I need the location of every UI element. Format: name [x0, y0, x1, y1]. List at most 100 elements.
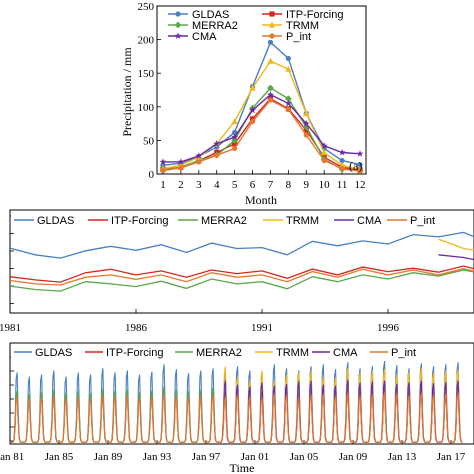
panel-a-point-cma — [177, 158, 185, 165]
panel-a-legend-label: P_int — [286, 31, 311, 43]
panel-a-x-tick-label: 4 — [214, 179, 220, 191]
panel-b-ticks: 1981198619911996200120062011 — [0, 215, 400, 334]
panel-a-point-trmm — [338, 161, 346, 168]
panel-a-x-tick-label: 11 — [337, 179, 348, 191]
panel-a-point-cma — [231, 133, 239, 140]
panel-a-point-p-int — [214, 152, 220, 158]
panel-a-y-tick-label: 200 — [138, 35, 155, 47]
panel-a-line-gldas — [162, 41, 361, 166]
panel-a-y-tick-label: 100 — [138, 102, 155, 114]
panel-a-legend-marker — [268, 21, 276, 28]
panel-a-point-gldas — [357, 161, 363, 168]
panel-a-point-p-int — [303, 132, 309, 138]
panel-c-x-tick-label: Jan 13 — [388, 451, 417, 463]
panel-a-point-gldas — [232, 129, 238, 135]
panel-a-point-p-int — [267, 97, 274, 103]
panel-a-x-tick-label: 6 — [250, 179, 256, 191]
panel-a-point-cma — [249, 106, 256, 114]
panel-c-legend-label: P_int — [391, 347, 416, 359]
panel-a-x-tick-label: 10 — [319, 179, 331, 191]
panel-a-legend-label: ITP-Forcing — [286, 9, 343, 21]
panel-a-point-cma — [284, 99, 292, 107]
panel-a-point-p-int — [285, 106, 291, 113]
panel-c-x-tick-label: Jan 01 — [241, 451, 269, 463]
panel-a-point-trmm — [231, 118, 238, 125]
panel-c-legend-label: MERRA2 — [196, 347, 242, 359]
panel-b-line-merra2 — [9, 269, 474, 292]
panel-a-x-tick-label: 1 — [160, 179, 166, 191]
panel-c-x-axis-label: Time — [230, 461, 255, 474]
panel-b-annual-chart: 1981198619911996200120062011 GLDASITP-Fo… — [0, 209, 474, 334]
panel-c-line-trmm — [218, 366, 463, 443]
panel-c-legend: GLDAS ITP-Forcing MERRA2 TRMM CMA P_int — [11, 344, 473, 361]
panel-a-point-trmm — [267, 57, 274, 64]
panel-a-point-cma — [302, 120, 310, 127]
panel-a-point-gldas — [339, 157, 345, 164]
panel-a-point-cma — [338, 148, 346, 156]
panel-b-legend-background — [11, 211, 473, 229]
panel-a-legend-label: MERRA2 — [192, 20, 238, 32]
panel-b-line-itp-forcing — [9, 265, 474, 283]
panel-a-point-p-int — [178, 165, 184, 171]
panel-a-y-tick-label: 250 — [138, 1, 155, 13]
panel-a-point-p-int — [196, 159, 202, 165]
panel-a-point-p-int — [249, 118, 256, 125]
panel-a-x-axis-label: Month — [245, 193, 277, 207]
panel-a-point-itp-forcing — [249, 116, 256, 122]
panel-b-x-tick-label: 1986 — [125, 322, 148, 334]
panel-a-point-cma — [356, 150, 364, 157]
panel-a-legend-marker — [269, 33, 275, 39]
panel-a-point-trmm — [249, 84, 256, 91]
panel-a-x-tick-label: 7 — [268, 179, 274, 191]
panel-c-x-tick-label: Jan 05 — [290, 451, 319, 463]
panel-a-legend-label: TRMM — [286, 20, 319, 32]
panel-a-legend-marker — [269, 11, 275, 17]
panel-a-legend-label: GLDAS — [192, 9, 229, 21]
panel-a-y-tick-label: 0 — [149, 169, 155, 181]
panel-a-y-tick-label: 150 — [138, 68, 155, 80]
panel-a-line-merra2 — [162, 87, 361, 172]
panel-b-legend-label: ITP-Forcing — [111, 215, 168, 227]
panel-b-x-tick-label: 1981 — [0, 322, 21, 334]
panel-b-x-tick-label: 1996 — [377, 322, 400, 334]
panel-b-legend-label: P_int — [410, 215, 435, 227]
panel-c-x-tick-label: Jan 85 — [45, 451, 74, 463]
panel-c-legend-background — [11, 344, 473, 361]
panel-a-legend: GLDAS ITP-Forcing MERRA2 TRMM CMA P_int — [168, 9, 343, 43]
panel-a-legend-label: CMA — [192, 31, 217, 43]
panel-a-plot-area — [156, 5, 367, 175]
panel-c-series — [10, 360, 463, 443]
panel-a-point-p-int — [357, 168, 363, 174]
panel-a-y-axis-label: Precipitation / mm — [120, 47, 134, 137]
panel-a-point-cma — [195, 152, 203, 159]
panel-c-monthly-timeseries: Jan 81 Jan 85 Jan 89 Jan 93 Jan 97 Jan 01 Jan … — [0, 342, 474, 474]
panel-c-x-tick-label: Jan 93 — [143, 451, 172, 463]
panel-a-line-p-int — [162, 99, 361, 172]
panel-c-line-p-int — [10, 391, 463, 443]
panel-a-point-p-int — [321, 157, 327, 164]
panel-a-x-tick-label: 9 — [304, 179, 310, 191]
panel-b-legend-label: TRMM — [286, 215, 319, 227]
panel-c-x-tick-label: Jan 97 — [192, 451, 221, 463]
panel-c-ticks: Jan 81 Jan 85 Jan 89 Jan 93 Jan 97 Jan 01 Jan … — [0, 356, 466, 463]
panel-a-point-gldas — [267, 39, 274, 45]
panel-b-line-p-int — [9, 268, 474, 286]
panel-c-legend-label: GLDAS — [35, 347, 72, 359]
panel-a-point-gldas — [285, 55, 291, 62]
panel-a-point-merra2 — [267, 84, 274, 92]
panel-a-x-tick-label: 3 — [196, 179, 202, 191]
panel-a-point-trmm — [285, 65, 292, 72]
panel-a-point-trmm — [320, 149, 328, 156]
panel-a-x-tick-label: 2 — [178, 179, 184, 191]
panel-b-legend: GLDAS ITP-Forcing MERRA2 TRMM CMA P_int — [11, 211, 473, 229]
panel-c-plot-area — [9, 342, 474, 445]
panel-a-point-merra2 — [284, 95, 292, 103]
panel-c-x-tick-label: Jan 09 — [339, 451, 368, 463]
panel-a-point-p-int — [232, 145, 238, 152]
panel-c-line-cma — [218, 379, 463, 443]
panel-c-x-tick-label: Jan 89 — [94, 451, 123, 463]
panel-a-y-tick-label: 50 — [143, 135, 155, 147]
panel-a-x-tick-label: 12 — [355, 179, 366, 191]
panel-a-point-cma — [213, 140, 221, 147]
